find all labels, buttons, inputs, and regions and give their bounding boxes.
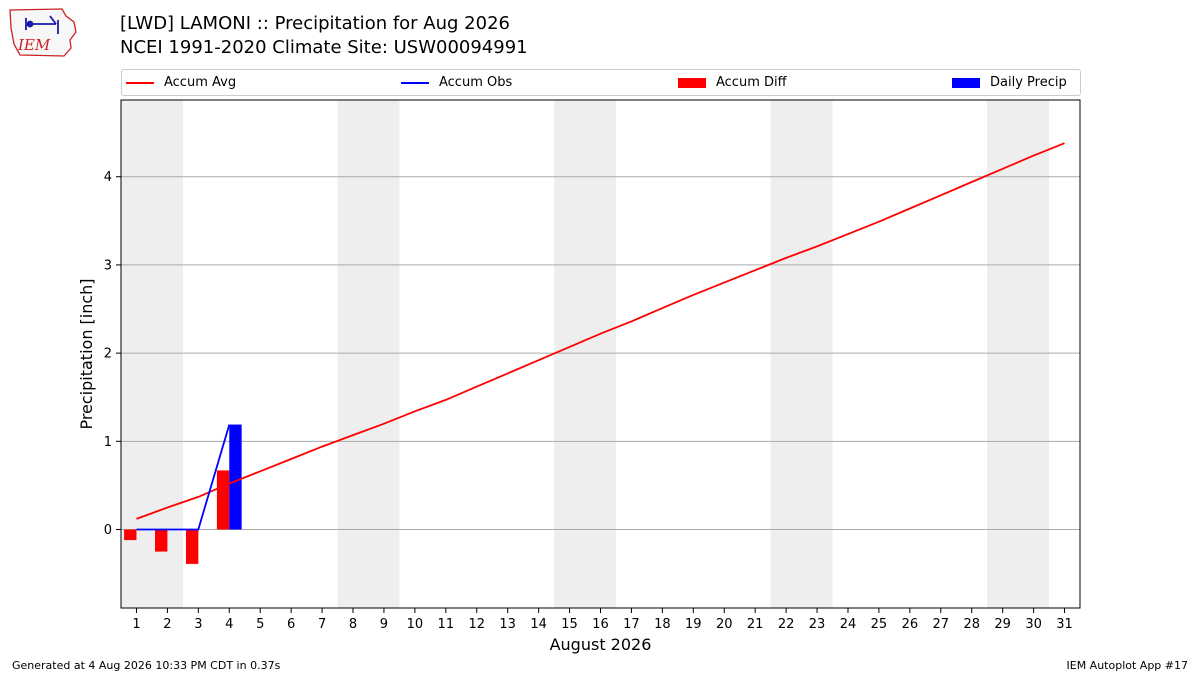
legend-item-accum-avg: Accum Avg <box>126 70 236 95</box>
x-tick-label: 21 <box>747 617 764 632</box>
y-tick-label: 3 <box>104 258 112 273</box>
legend: Accum Avg Accum Obs Accum Diff Daily Pre… <box>121 69 1081 96</box>
weekend-shade <box>770 100 833 608</box>
x-tick-label: 15 <box>561 617 578 632</box>
weekend-shade <box>987 100 1050 608</box>
y-tick-label: 1 <box>104 435 112 450</box>
chart-subtitle: NCEI 1991-2020 Climate Site: USW00094991 <box>120 37 528 58</box>
legend-swatch-daily-precip <box>952 77 980 88</box>
iem-logo: IEM <box>9 8 77 57</box>
accum-diff-bar <box>155 529 168 552</box>
x-tick-label: 11 <box>438 617 455 632</box>
x-tick-label: 2 <box>163 617 171 632</box>
x-tick-label: 27 <box>933 617 950 632</box>
x-tick-label: 9 <box>380 617 388 632</box>
x-tick-label: 23 <box>809 617 826 632</box>
daily-precip-bar <box>229 424 242 530</box>
accum-diff-bar <box>124 529 137 541</box>
accum-diff-bar <box>185 529 199 564</box>
accum-obs-line <box>136 424 231 531</box>
accum-avg-line <box>136 142 1065 520</box>
x-tick-label: 22 <box>778 617 795 632</box>
legend-label-accum-diff: Accum Diff <box>716 75 787 90</box>
x-tick-label: 26 <box>902 617 919 632</box>
y-tick-label: 4 <box>104 170 112 185</box>
x-tick-label: 14 <box>530 617 547 632</box>
weather-station-icon <box>25 15 59 34</box>
weekend-shade <box>554 100 616 608</box>
x-tick-label: 6 <box>287 617 295 632</box>
x-axis-label: August 2026 <box>550 635 652 654</box>
x-tick-label: 10 <box>407 617 424 632</box>
legend-label-daily-precip: Daily Precip <box>990 75 1067 90</box>
chart-title: [LWD] LAMONI :: Precipitation for Aug 20… <box>120 13 510 34</box>
x-tick-label: 20 <box>716 617 733 632</box>
y-axis-label: Precipitation [inch] <box>77 278 96 429</box>
x-tick-label: 30 <box>1025 617 1042 632</box>
weekend-shade <box>121 100 183 608</box>
legend-item-accum-obs: Accum Obs <box>401 70 512 95</box>
weekend-shade <box>337 100 400 608</box>
x-tick-label: 1 <box>132 617 140 632</box>
x-tick-label: 18 <box>654 617 671 632</box>
y-tick-label: 0 <box>104 523 112 538</box>
x-tick-label: 29 <box>994 617 1011 632</box>
legend-label-accum-avg: Accum Avg <box>164 75 237 90</box>
x-tick-label: 8 <box>349 617 357 632</box>
y-tick-label: 2 <box>104 347 112 362</box>
x-tick-label: 7 <box>318 617 326 632</box>
x-tick-label: 5 <box>256 617 264 632</box>
legend-swatch-accum-avg <box>126 81 154 84</box>
x-tick-label: 24 <box>840 617 857 632</box>
x-tick-label: 17 <box>623 617 640 632</box>
legend-label-accum-obs: Accum Obs <box>439 75 513 90</box>
footer-app: IEM Autoplot App #17 <box>1066 659 1189 672</box>
x-tick-label: 3 <box>194 617 202 632</box>
legend-item-daily-precip: Daily Precip <box>952 70 1067 95</box>
x-tick-label: 31 <box>1056 617 1073 632</box>
x-tick-label: 12 <box>468 617 485 632</box>
x-tick-label: 13 <box>499 617 516 632</box>
legend-swatch-accum-obs <box>401 81 429 84</box>
legend-item-accum-diff: Accum Diff <box>678 70 787 95</box>
footer-generated: Generated at 4 Aug 2026 10:33 PM CDT in … <box>12 659 281 672</box>
x-tick-label: 28 <box>963 617 980 632</box>
legend-swatch-accum-diff <box>678 77 706 88</box>
svg-text:IEM: IEM <box>17 36 51 54</box>
x-tick-label: 25 <box>871 617 888 632</box>
x-tick-label: 16 <box>592 617 609 632</box>
x-tick-label: 19 <box>685 617 702 632</box>
x-tick-label: 4 <box>225 617 233 632</box>
accum-diff-bar <box>216 470 230 530</box>
